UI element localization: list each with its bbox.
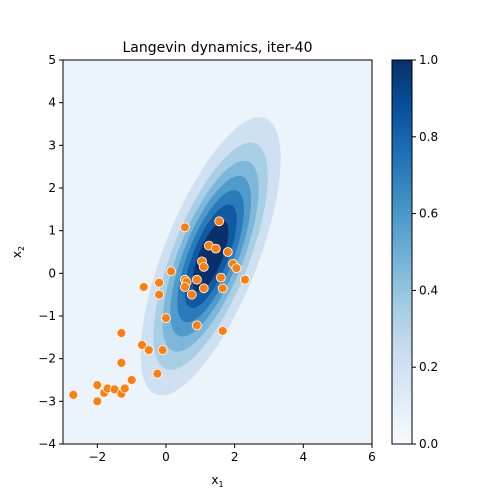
y-tick-label-4: 0 bbox=[48, 266, 56, 280]
y-tick-label-8: 4 bbox=[48, 96, 56, 110]
sample-point-7 bbox=[119, 383, 130, 394]
sample-point-17 bbox=[154, 277, 165, 288]
sample-point-23 bbox=[179, 282, 190, 292]
sample-point-29 bbox=[198, 283, 209, 294]
sample-point-25 bbox=[191, 274, 202, 285]
y-tick-label-2: −2 bbox=[38, 352, 56, 366]
y-axis-label-sub: 2 bbox=[17, 246, 26, 251]
sample-point-28 bbox=[198, 261, 209, 272]
sample-point-16 bbox=[138, 282, 149, 292]
colorbar-tick-label-4: 0.8 bbox=[419, 130, 438, 144]
density-band-7 bbox=[192, 221, 229, 292]
y-tick-label-1: −3 bbox=[38, 394, 56, 408]
sample-point-32 bbox=[214, 216, 225, 227]
sample-point-9 bbox=[116, 357, 127, 368]
colorbar-tick-label-1: 0.2 bbox=[419, 360, 438, 374]
y-tick-label-6: 2 bbox=[48, 181, 56, 195]
colorbar-tick-label-2: 0.4 bbox=[419, 283, 438, 297]
x-axis-label: x1 bbox=[211, 473, 223, 489]
sample-point-1 bbox=[92, 396, 103, 407]
sample-point-31 bbox=[210, 243, 221, 254]
x-tick-label-4: 6 bbox=[368, 450, 376, 464]
plot-frame bbox=[62, 59, 373, 445]
colorbar-tick-label-3: 0.6 bbox=[419, 207, 438, 221]
y-axis-label: x2 bbox=[10, 246, 26, 258]
plot-area bbox=[62, 59, 373, 445]
y-tick-label-5: 1 bbox=[48, 224, 56, 238]
y-tick-label-9: 5 bbox=[48, 53, 56, 67]
sample-point-15 bbox=[161, 313, 171, 324]
density-contours bbox=[140, 117, 281, 396]
sample-point-11 bbox=[137, 340, 147, 350]
y-axis-ticks: −4 −3 −2 −1 0 1 2 3 4 5 bbox=[38, 53, 63, 451]
x-tick-label-2: 2 bbox=[231, 450, 239, 464]
x-axis-label-sub: 1 bbox=[219, 480, 224, 489]
sample-point-24 bbox=[186, 289, 197, 300]
sample-point-18 bbox=[154, 289, 165, 300]
sample-point-33 bbox=[215, 272, 226, 283]
x-axis-label-base: x bbox=[211, 473, 218, 487]
sample-point-39 bbox=[240, 274, 250, 285]
sample-point-36 bbox=[222, 247, 233, 257]
sample-point-26 bbox=[191, 320, 202, 331]
chart-title: Langevin dynamics, iter-40 bbox=[122, 40, 312, 56]
sample-point-19 bbox=[166, 266, 177, 277]
colorbar-gradient bbox=[391, 59, 413, 445]
colorbar-tick-label-0: 0.0 bbox=[419, 437, 438, 451]
y-tick-label-3: −1 bbox=[38, 309, 56, 323]
sample-points bbox=[68, 216, 250, 407]
x-axis-ticks: −2 0 2 4 6 bbox=[88, 444, 376, 464]
x-tick-label-3: 4 bbox=[300, 450, 308, 464]
sample-point-38 bbox=[231, 263, 242, 274]
colorbar-ticks: 0.0 0.2 0.4 0.6 0.8 1.0 bbox=[412, 53, 438, 451]
y-tick-label-7: 3 bbox=[48, 138, 56, 152]
colorbar: 0.0 0.2 0.4 0.6 0.8 1.0 bbox=[391, 53, 438, 451]
colorbar-tick-label-5: 1.0 bbox=[419, 53, 438, 67]
sample-point-20 bbox=[179, 222, 190, 233]
sample-point-10 bbox=[116, 328, 127, 339]
sample-point-5 bbox=[109, 384, 120, 395]
sample-point-34 bbox=[217, 283, 228, 294]
sample-point-14 bbox=[152, 368, 163, 379]
x-tick-label-1: 0 bbox=[162, 450, 170, 464]
sample-point-13 bbox=[157, 345, 168, 356]
y-axis-label-base: x bbox=[10, 251, 24, 258]
sample-point-0 bbox=[68, 389, 79, 400]
sample-point-2 bbox=[92, 380, 103, 391]
sample-point-35 bbox=[217, 325, 228, 336]
y-tick-label-0: −4 bbox=[38, 437, 56, 451]
x-tick-label-0: −2 bbox=[88, 450, 106, 464]
sample-point-8 bbox=[126, 375, 137, 385]
sample-point-12 bbox=[143, 345, 154, 356]
